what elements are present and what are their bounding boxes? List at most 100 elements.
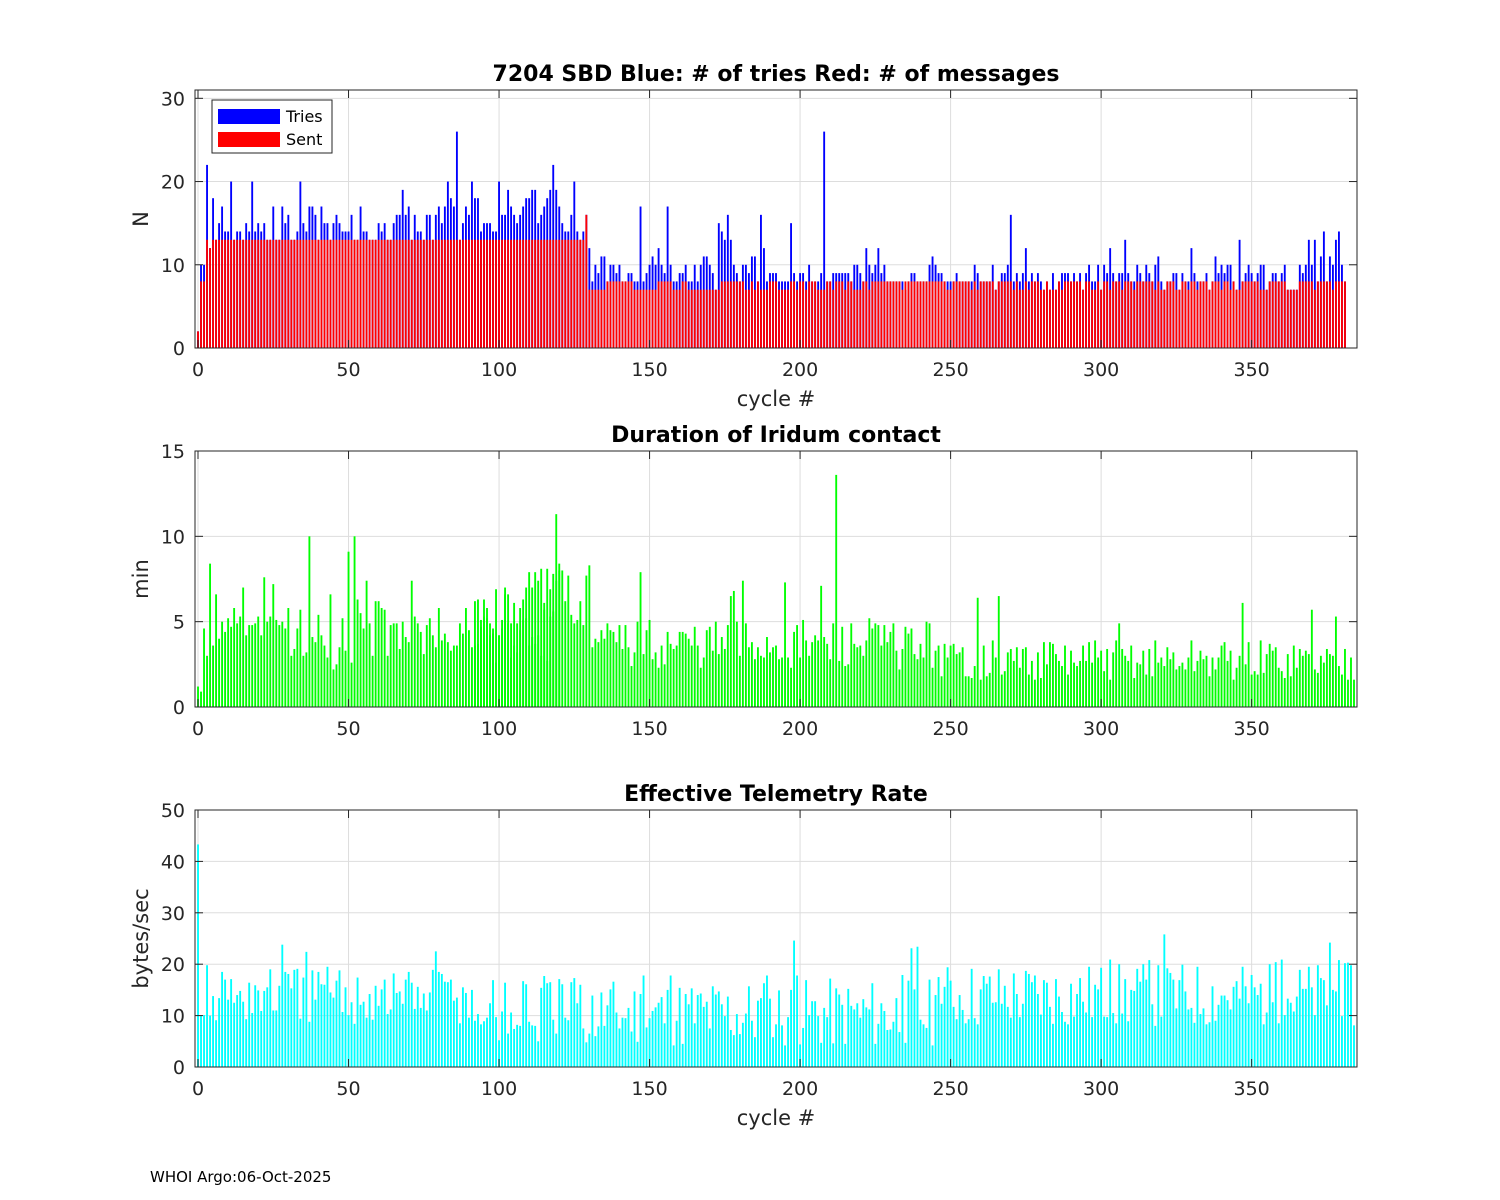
rate-bar: [775, 1024, 777, 1067]
rate-bar: [1328, 942, 1331, 1067]
duration-bar: [296, 628, 299, 707]
duration-bar: [1100, 650, 1103, 707]
sent-bar: [645, 289, 648, 348]
sent-bar: [826, 281, 829, 348]
duration-bar: [711, 650, 714, 707]
duration-bar: [744, 623, 747, 707]
sent-bar: [561, 239, 564, 348]
rate-bar: [1121, 1013, 1124, 1067]
sent-bar: [1202, 281, 1205, 348]
sent-bar: [1067, 281, 1069, 348]
duration-bar: [480, 619, 482, 707]
rate-bar: [200, 1015, 202, 1067]
duration-bar: [886, 642, 889, 707]
sent-bar: [546, 239, 549, 348]
sent-bar: [1039, 289, 1042, 348]
duration-bar: [1052, 643, 1054, 707]
duration-bar: [651, 659, 654, 707]
rate-bar: [579, 984, 582, 1067]
rate-bar: [407, 971, 410, 1067]
duration-bar: [1325, 648, 1328, 707]
rate-bar: [1205, 1024, 1208, 1067]
rate-bar: [871, 983, 874, 1067]
duration-bar: [281, 621, 284, 707]
sent-bar: [200, 281, 202, 348]
sent-bar: [1196, 289, 1199, 348]
sent-bar: [961, 281, 964, 348]
duration-bar: [510, 623, 513, 707]
sent-bar: [549, 239, 552, 348]
sent-bar: [359, 239, 362, 348]
duration-bar: [1319, 655, 1322, 707]
rate-bar: [317, 971, 320, 1067]
sent-bar: [425, 239, 428, 348]
duration-bar: [723, 648, 726, 707]
rate-bar: [651, 1010, 654, 1067]
rate-bar: [853, 1009, 856, 1067]
y-tick-label: 30: [161, 903, 185, 925]
rate-bar: [949, 980, 952, 1067]
sent-bar: [747, 289, 750, 348]
duration-bar: [961, 647, 964, 707]
sent-bar: [434, 239, 437, 348]
sent-bar: [1169, 281, 1172, 348]
sent-bar: [666, 281, 669, 348]
duration-bar: [1030, 660, 1033, 707]
duration-bar: [314, 642, 317, 707]
sent-bar: [446, 239, 449, 348]
duration-bar: [1244, 664, 1247, 707]
sent-bar: [1301, 281, 1304, 348]
sent-bar: [335, 239, 338, 348]
rate-bar: [443, 981, 446, 1067]
sent-bar: [1238, 289, 1241, 348]
sent-bar: [738, 281, 741, 348]
sent-bar: [934, 281, 937, 348]
sent-bar: [835, 281, 838, 348]
sent-bar: [805, 289, 808, 348]
duration-bar: [1172, 652, 1175, 707]
duration-bar: [1214, 669, 1217, 707]
sent-bar: [458, 239, 461, 348]
sent-bar: [693, 289, 696, 348]
rate-bar: [534, 1025, 537, 1067]
duration-bar: [537, 580, 540, 707]
rate-bar: [446, 982, 449, 1067]
duration-bar: [1199, 650, 1202, 707]
duration-bar: [1353, 679, 1355, 707]
duration-bar: [949, 645, 952, 707]
duration-bar: [970, 677, 973, 707]
duration-bar: [332, 669, 335, 707]
duration-bar: [898, 669, 901, 707]
rate-bar: [221, 971, 224, 1067]
rate-bar: [1151, 1004, 1154, 1067]
duration-bar: [1220, 645, 1223, 707]
rate-bar: [395, 992, 398, 1067]
duration-bar: [1018, 667, 1021, 707]
rate-bar: [859, 1017, 862, 1067]
duration-bar: [805, 640, 808, 707]
rate-bar: [362, 1001, 365, 1067]
duration-bar: [504, 587, 506, 707]
sent-bar: [1118, 281, 1121, 348]
sent-bar: [1322, 281, 1325, 348]
duration-bar: [690, 645, 693, 707]
sent-bar: [1181, 281, 1184, 348]
rate-bar: [323, 984, 326, 1067]
rate-bar: [371, 1019, 374, 1067]
rate-bar: [480, 1024, 482, 1067]
duration-bar: [269, 616, 272, 707]
rate-bar: [1097, 989, 1100, 1067]
duration-bar: [868, 618, 871, 707]
sent-bar: [898, 281, 901, 348]
tries-bar: [823, 131, 826, 348]
duration-bar: [1322, 662, 1325, 707]
duration-bar: [859, 645, 862, 707]
sent-bar: [943, 281, 946, 348]
duration-bar: [618, 625, 621, 707]
sent-bar: [377, 239, 380, 348]
duration-bar: [817, 640, 820, 707]
duration-bar: [630, 666, 633, 707]
duration-bar: [1347, 679, 1349, 707]
duration-bar: [492, 628, 494, 707]
sent-bar: [242, 239, 245, 348]
